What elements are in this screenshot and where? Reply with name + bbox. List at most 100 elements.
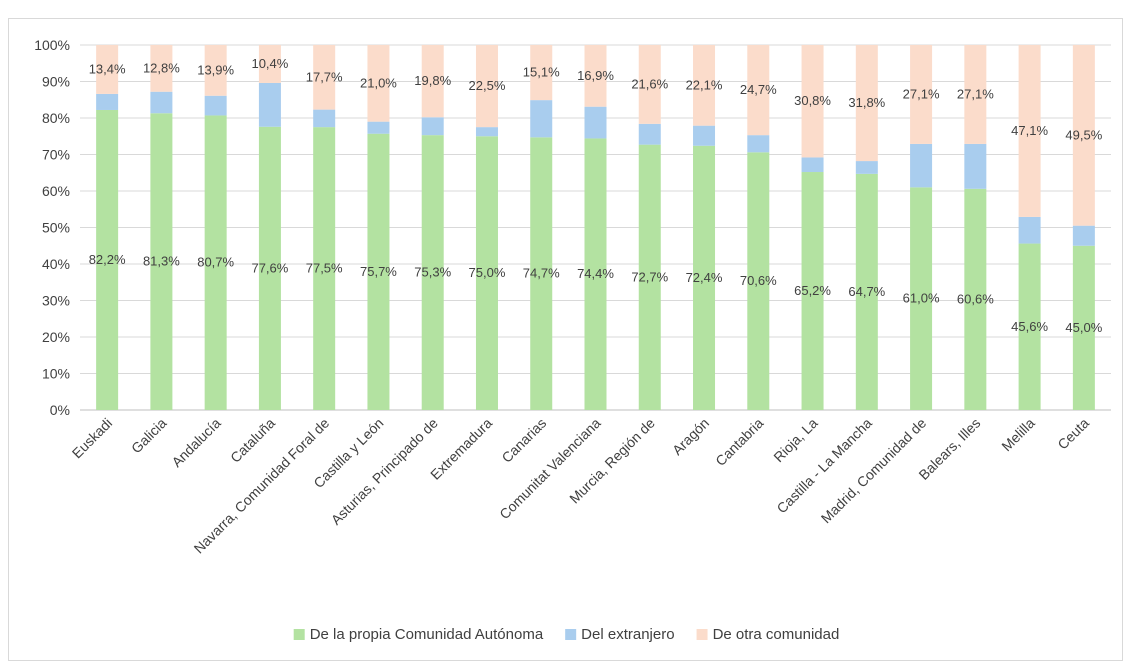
- x-category-label: Cataluña: [227, 415, 278, 466]
- x-category-label: Madrid, Comunidad de: [818, 415, 930, 527]
- data-label: 49,5%: [1065, 127, 1102, 142]
- bar-segment: [801, 172, 824, 410]
- data-label: 82,2%: [89, 252, 126, 267]
- data-label: 72,4%: [686, 270, 723, 285]
- bar-segment: [204, 45, 227, 96]
- bar-segment: [258, 126, 281, 410]
- bar-segment: [747, 135, 770, 153]
- bar-segment: [421, 135, 444, 410]
- bar-segment: [638, 144, 661, 410]
- bar-segment: [530, 137, 553, 410]
- bar-segment: [96, 109, 119, 410]
- legend-label: De la propia Comunidad Autónoma: [310, 626, 544, 643]
- data-label: 75,0%: [469, 265, 506, 280]
- data-label: 60,6%: [957, 291, 994, 306]
- bar-segment: [964, 45, 987, 144]
- data-label: 21,0%: [360, 75, 397, 90]
- data-label: 15,1%: [523, 65, 560, 80]
- data-label: 77,6%: [251, 260, 288, 275]
- x-category-label: Melilla: [998, 415, 1038, 455]
- bar-segment: [1018, 216, 1041, 244]
- chart-frame: 0% 10% 20% 30% 40% 50% 60% 70% 80% 90% 100% 82,2% 1…: [8, 18, 1123, 661]
- x-category-label: Canarias: [498, 415, 549, 466]
- bar-segment: [313, 127, 336, 410]
- bar-segment: [96, 93, 119, 110]
- bar-segment: [638, 123, 661, 145]
- data-label: 27,1%: [957, 86, 994, 101]
- bar-segment: [1072, 245, 1095, 410]
- data-label: 45,0%: [1065, 320, 1102, 335]
- data-label: 13,9%: [197, 62, 234, 77]
- bar-segment: [584, 106, 607, 139]
- bar-segment: [1018, 45, 1041, 217]
- bar-segment: [1018, 243, 1041, 410]
- x-category-label: Aragón: [669, 415, 712, 458]
- bar-segment: [855, 173, 878, 410]
- x-category-label: Rioja, La: [770, 415, 821, 466]
- x-category-label: Ceuta: [1054, 415, 1092, 453]
- bar-segment: [421, 45, 444, 118]
- data-label: 19,8%: [414, 73, 451, 88]
- data-label: 21,6%: [631, 76, 668, 91]
- bar-segment: [313, 45, 336, 110]
- data-labels: 82,2% 13,4% 81,3% 12,8% 80,7% 13,9% 77,6% 10,4%…: [89, 56, 1103, 335]
- data-label: 27,1%: [903, 86, 940, 101]
- bar-segment: [747, 45, 770, 136]
- data-label: 12,8%: [143, 60, 180, 75]
- y-tick-label: 0%: [50, 402, 70, 418]
- x-category-label: Euskadi: [69, 415, 116, 462]
- y-tick-label: 30%: [42, 293, 70, 309]
- data-label: 17,7%: [306, 69, 343, 84]
- x-category-label: Castilla - La Mancha: [773, 415, 875, 517]
- bar-segment: [964, 188, 987, 410]
- y-tick-label: 20%: [42, 329, 70, 345]
- legend-swatch: [293, 629, 305, 640]
- bar-segment: [693, 125, 716, 146]
- x-category-label: Andalucía: [168, 415, 223, 470]
- data-label: 22,5%: [469, 78, 506, 93]
- data-label: 10,4%: [251, 56, 288, 71]
- bar-segment: [1072, 225, 1095, 246]
- legend-label: Del extranjero: [581, 626, 674, 643]
- data-label: 13,4%: [89, 61, 126, 76]
- data-label: 77,5%: [306, 261, 343, 276]
- legend: De la propia Comunidad Autónoma Del extra…: [293, 626, 839, 643]
- bar-segment: [855, 161, 878, 174]
- data-label: 64,7%: [848, 284, 885, 299]
- y-tick-label: 10%: [42, 366, 70, 382]
- bar-segment: [150, 91, 173, 114]
- bar-segment: [584, 45, 607, 107]
- data-label: 45,6%: [1011, 319, 1048, 334]
- legend-swatch: [565, 629, 577, 640]
- data-label: 81,3%: [143, 254, 180, 269]
- data-label: 75,3%: [414, 265, 451, 280]
- bar-segment: [910, 143, 933, 188]
- y-tick-label: 70%: [42, 147, 70, 163]
- data-label: 47,1%: [1011, 123, 1048, 138]
- data-label: 61,0%: [903, 291, 940, 306]
- bar-segment: [367, 121, 390, 134]
- y-tick-label: 90%: [42, 74, 70, 90]
- y-tick-label: 80%: [42, 110, 70, 126]
- bar-segment: [910, 187, 933, 410]
- data-label: 65,2%: [794, 283, 831, 298]
- bar-segment: [964, 143, 987, 189]
- bar-segment: [258, 45, 281, 83]
- y-tick-label: 40%: [42, 256, 70, 272]
- data-label: 70,6%: [740, 273, 777, 288]
- data-label: 31,8%: [848, 95, 885, 110]
- bar-segment: [638, 45, 661, 124]
- stacked-bar-chart: 0% 10% 20% 30% 40% 50% 60% 70% 80% 90% 100% 82,2% 1…: [34, 37, 1111, 643]
- bar-segment: [204, 115, 227, 410]
- data-label: 72,7%: [631, 269, 668, 284]
- legend-swatch: [696, 629, 708, 640]
- bar-segment: [584, 138, 607, 410]
- data-label: 22,1%: [686, 77, 723, 92]
- bar-segment: [150, 45, 173, 92]
- bar-segment: [367, 133, 390, 410]
- bar-segment: [204, 95, 227, 116]
- y-axis: 0% 10% 20% 30% 40% 50% 60% 70% 80% 90% 100%: [34, 37, 70, 418]
- bar-segment: [693, 45, 716, 126]
- x-category-label: Asturias, Principado de: [328, 415, 441, 528]
